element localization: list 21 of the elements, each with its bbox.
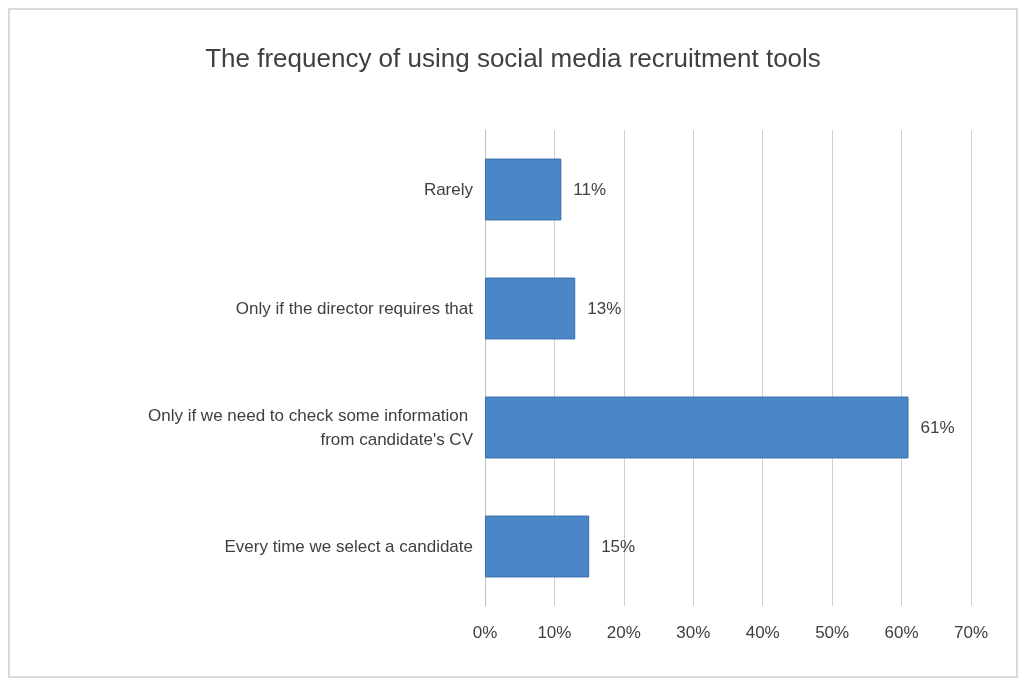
- bar: [485, 396, 909, 459]
- x-tick-label: 20%: [606, 623, 641, 642]
- x-tick-label: 50%: [815, 623, 850, 642]
- y-tick-label: Every time we select a candidate: [224, 537, 473, 556]
- y-tick-label: Only if the director requires that: [235, 299, 474, 318]
- bar: [485, 158, 562, 221]
- bar: [485, 515, 590, 578]
- x-tick-label: 30%: [676, 623, 711, 642]
- y-tick-label: Only if we need to check some information from candidate's CV: [147, 406, 474, 449]
- x-tick-label: 40%: [745, 623, 780, 642]
- data-label: 61%: [920, 418, 955, 437]
- x-tick-label: 70%: [953, 623, 989, 642]
- data-label: 13%: [587, 299, 622, 318]
- data-label: 15%: [601, 537, 636, 556]
- x-tick-label: 60%: [884, 623, 919, 642]
- bar: [485, 277, 576, 340]
- data-label: 11%: [573, 180, 607, 199]
- x-tick-label: 0%: [472, 623, 498, 642]
- y-tick-label: Rarely: [423, 180, 474, 199]
- x-tick-label: 10%: [537, 623, 572, 642]
- chart-title: The frequency of using social media recruitment tools: [205, 43, 821, 73]
